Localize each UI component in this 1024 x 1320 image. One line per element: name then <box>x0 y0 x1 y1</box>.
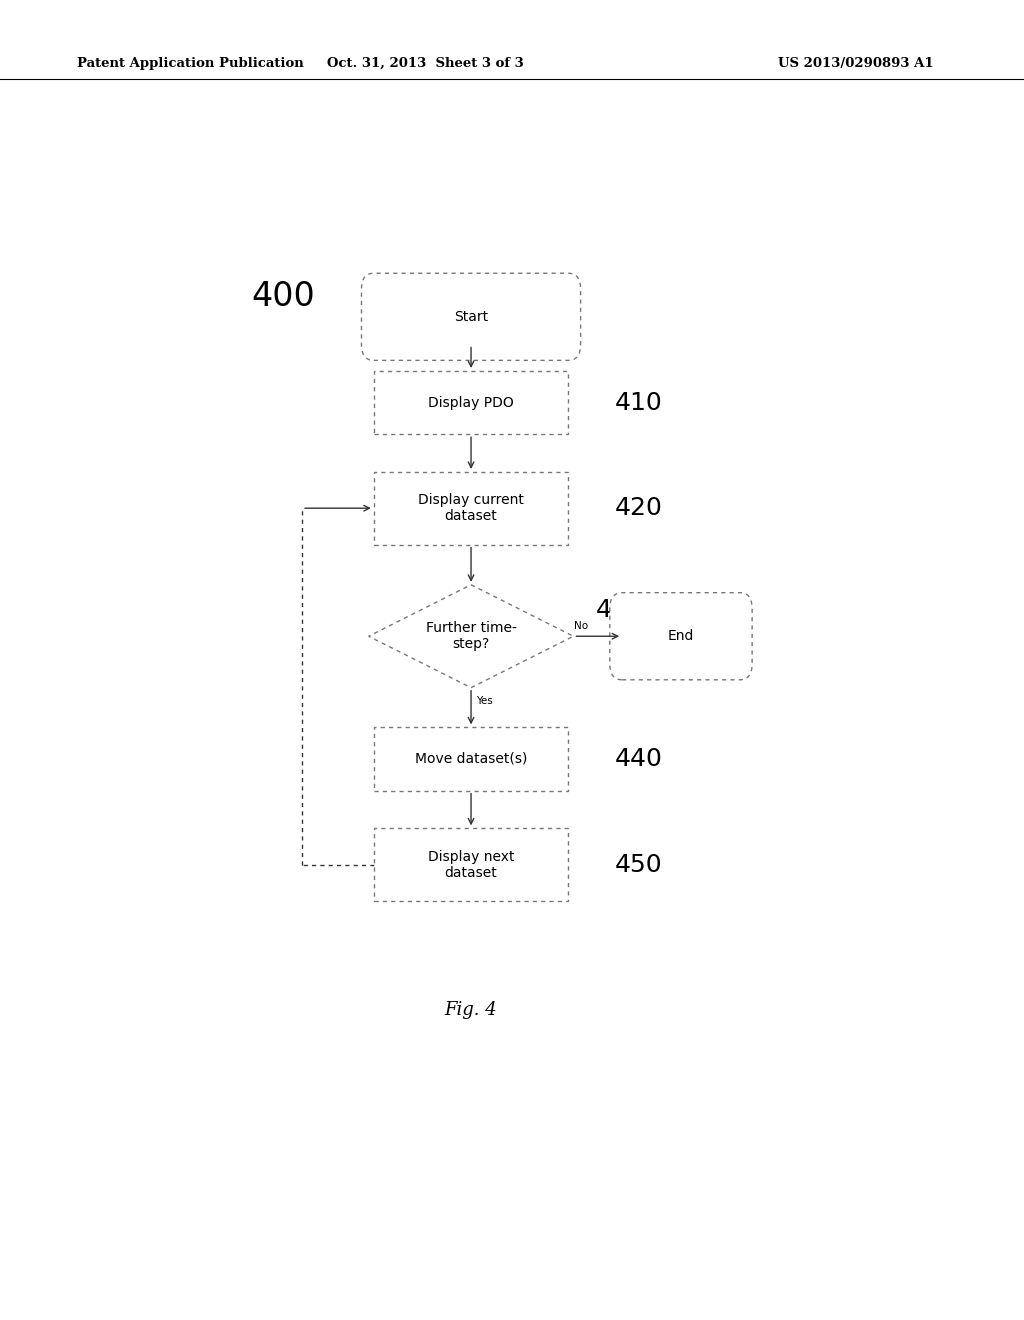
Text: US 2013/0290893 A1: US 2013/0290893 A1 <box>778 57 934 70</box>
Text: Oct. 31, 2013  Sheet 3 of 3: Oct. 31, 2013 Sheet 3 of 3 <box>327 57 523 70</box>
Text: Move dataset(s): Move dataset(s) <box>415 752 527 766</box>
Text: Fig. 4: Fig. 4 <box>444 1001 498 1019</box>
FancyBboxPatch shape <box>374 471 568 544</box>
Text: Display PDO: Display PDO <box>428 396 514 409</box>
Text: 430: 430 <box>596 598 644 622</box>
Text: 420: 420 <box>614 496 663 520</box>
Text: Display current
dataset: Display current dataset <box>418 494 524 523</box>
FancyBboxPatch shape <box>374 371 568 434</box>
Text: End: End <box>668 630 694 643</box>
Text: No: No <box>573 620 588 631</box>
Text: Start: Start <box>454 310 488 323</box>
Text: Yes: Yes <box>476 696 493 706</box>
FancyBboxPatch shape <box>361 273 581 360</box>
Text: 410: 410 <box>614 391 663 414</box>
Text: Patent Application Publication: Patent Application Publication <box>77 57 303 70</box>
Text: 400: 400 <box>251 281 314 314</box>
FancyBboxPatch shape <box>374 727 568 791</box>
Polygon shape <box>369 585 573 688</box>
FancyBboxPatch shape <box>610 593 752 680</box>
Text: 440: 440 <box>614 747 663 771</box>
Text: Display next
dataset: Display next dataset <box>428 850 514 879</box>
FancyBboxPatch shape <box>374 829 568 902</box>
Text: 450: 450 <box>614 853 663 876</box>
Text: Further time-
step?: Further time- step? <box>426 622 516 651</box>
